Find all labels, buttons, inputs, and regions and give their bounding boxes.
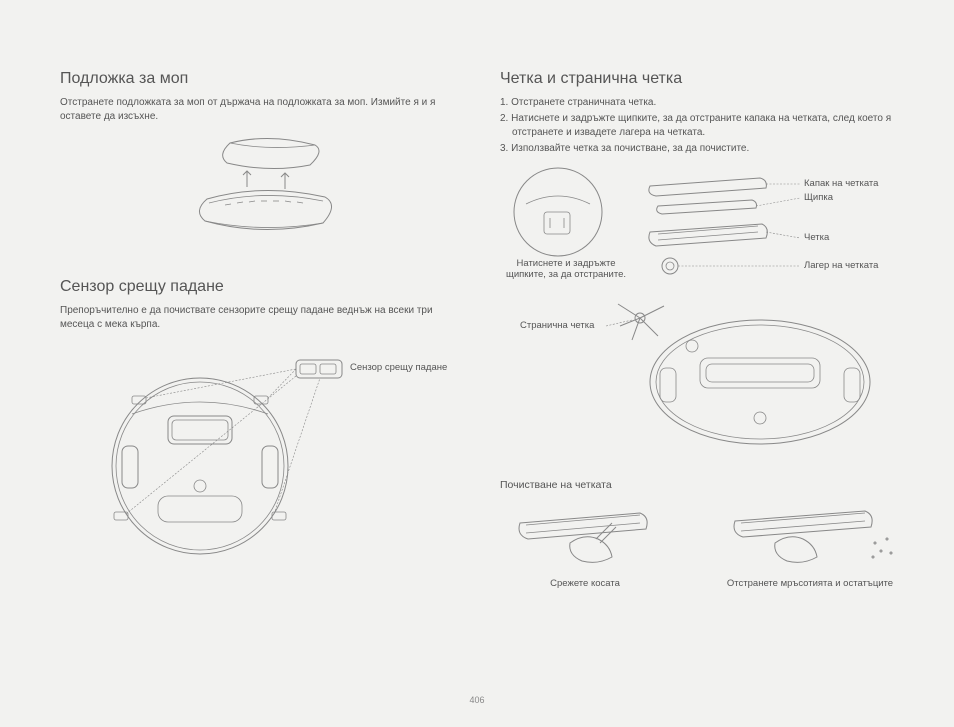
page-container: Подложка за моп Отстранете подложката за… bbox=[60, 70, 894, 677]
mop-pad-body: Отстранете подложката за моп от държача … bbox=[60, 96, 460, 124]
cliff-sensor-body: Препоръчително е да почиствате сензорите… bbox=[60, 304, 460, 332]
brush-step-1: 1. Отстранете страничната четка. bbox=[500, 96, 920, 110]
brush-step-2: 2. Натиснете и задръжте щипките, за да о… bbox=[500, 112, 920, 140]
cliff-sensor-illustration: Сензор срещу падане bbox=[60, 336, 460, 566]
cut-hair-caption: Срежете косата bbox=[500, 578, 670, 589]
cut-hair-svg bbox=[500, 503, 670, 573]
section-mop-pad: Подложка за моп Отстранете подложката за… bbox=[60, 70, 460, 248]
section-brush: Четка и странична четка 1. Отстранете ст… bbox=[500, 70, 920, 452]
mop-pad-title: Подложка за моп bbox=[60, 70, 460, 88]
remove-debris-svg bbox=[715, 503, 905, 573]
brush-underside-illustration: Странична четка bbox=[500, 292, 920, 452]
brush-magnifier-caption-l1: Натиснете и задръжте bbox=[506, 258, 626, 269]
left-column: Подложка за моп Отстранете подложката за… bbox=[60, 70, 460, 677]
brush-cleaning-title: Почистване на четката bbox=[500, 478, 920, 493]
label-bearing: Лагер на четката bbox=[804, 260, 878, 271]
page-number: 406 bbox=[0, 695, 954, 705]
cleaning-remove-debris: Отстранете мръсотията и остатъците bbox=[700, 503, 920, 589]
brush-magnifier-caption-l2: щипките, за да отстраните. bbox=[506, 269, 626, 280]
mop-pad-illustration bbox=[60, 128, 460, 248]
cleaning-cut-hair: Срежете косата bbox=[500, 503, 670, 589]
mop-pad-svg bbox=[175, 133, 345, 243]
brush-magnifier-caption: Натиснете и задръжте щипките, за да отст… bbox=[506, 258, 626, 280]
section-brush-cleaning: Почистване на четката bbox=[500, 478, 920, 589]
brush-step-3: 3. Използвайте четка за почистване, за д… bbox=[500, 142, 920, 156]
brush-exploded-illustration: Натиснете и задръжте щипките, за да отст… bbox=[500, 162, 920, 292]
label-brush-cover: Капак на четката bbox=[804, 178, 878, 189]
remove-debris-caption: Отстранете мръсотията и остатъците bbox=[700, 578, 920, 589]
label-side-brush: Странична четка bbox=[520, 320, 594, 331]
brush-cleaning-row: Срежете косата bbox=[500, 503, 920, 589]
label-brush: Четка bbox=[804, 232, 829, 243]
brush-underside-svg bbox=[500, 292, 920, 452]
right-column: Четка и странична четка 1. Отстранете ст… bbox=[500, 70, 920, 677]
label-clip: Щипка bbox=[804, 192, 833, 203]
section-cliff-sensor: Сензор срещу падане Препоръчително е да … bbox=[60, 278, 460, 566]
cliff-sensor-callout-label: Сензор срещу падане bbox=[350, 362, 447, 373]
brush-title: Четка и странична четка bbox=[500, 70, 920, 88]
cliff-sensor-title: Сензор срещу падане bbox=[60, 278, 460, 296]
